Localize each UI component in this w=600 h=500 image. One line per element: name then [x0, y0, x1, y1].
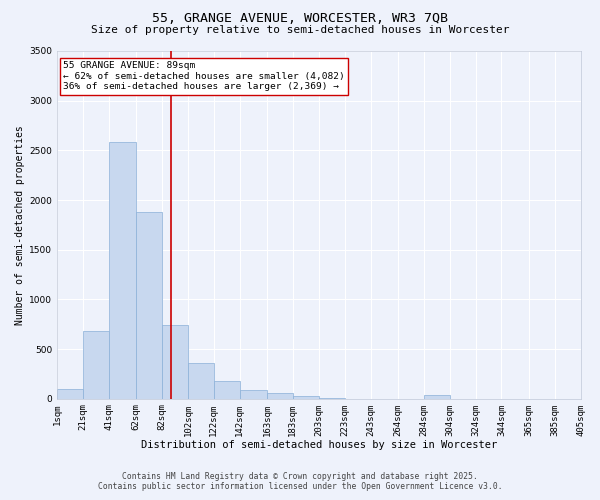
Bar [136, 212, 162, 398]
Bar [57, 389, 83, 398]
Bar [109, 142, 136, 398]
Bar [188, 363, 214, 398]
Bar [424, 394, 449, 398]
Bar [267, 393, 293, 398]
Bar [162, 325, 188, 398]
Text: 55 GRANGE AVENUE: 89sqm
← 62% of semi-detached houses are smaller (4,082)
36% of: 55 GRANGE AVENUE: 89sqm ← 62% of semi-de… [64, 62, 345, 91]
Bar [214, 381, 240, 398]
Text: Contains HM Land Registry data © Crown copyright and database right 2025.
Contai: Contains HM Land Registry data © Crown c… [98, 472, 502, 491]
Bar [293, 396, 319, 398]
Bar [240, 390, 267, 398]
Text: 55, GRANGE AVENUE, WORCESTER, WR3 7QB: 55, GRANGE AVENUE, WORCESTER, WR3 7QB [152, 12, 448, 26]
Text: Size of property relative to semi-detached houses in Worcester: Size of property relative to semi-detach… [91, 25, 509, 35]
X-axis label: Distribution of semi-detached houses by size in Worcester: Distribution of semi-detached houses by … [140, 440, 497, 450]
Y-axis label: Number of semi-detached properties: Number of semi-detached properties [15, 125, 25, 324]
Bar [83, 331, 109, 398]
